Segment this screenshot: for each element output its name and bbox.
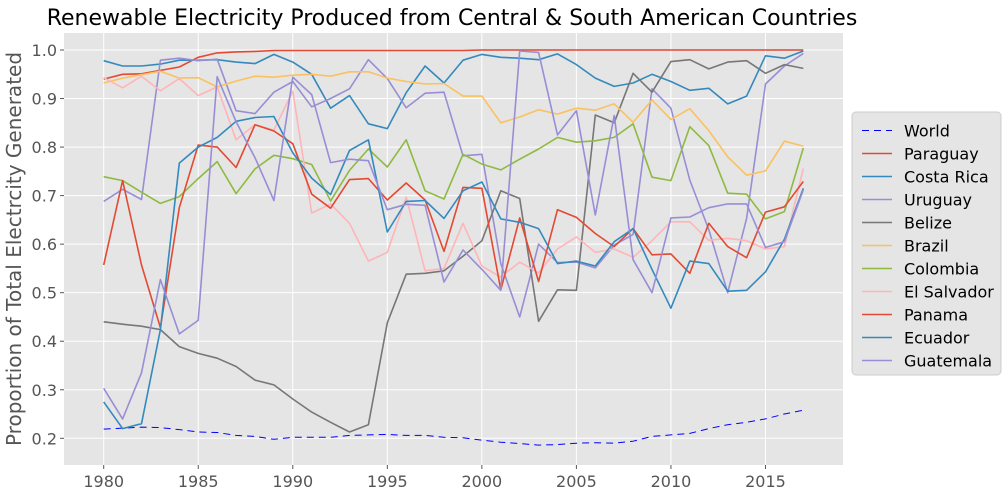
y-tick-label: 0.5 [32, 284, 57, 303]
series-line-ecuador [103, 115, 805, 430]
y-tick-label: 0.2 [32, 429, 57, 448]
series-lines [102, 49, 805, 446]
y-tick-label: 0.8 [32, 138, 57, 157]
legend-label-belize: Belize [904, 214, 952, 233]
x-tick-label: 1980 [83, 472, 124, 491]
legend-label-uruguay: Uruguay [904, 191, 972, 210]
legend-label-ecuador: Ecuador [904, 329, 970, 348]
y-tick-label: 0.6 [32, 235, 57, 254]
x-tick-label: 1995 [367, 472, 408, 491]
legend-label-colombia: Colombia [904, 260, 979, 279]
series-line-costa-rica [103, 50, 804, 130]
y-tick-label: 0.3 [32, 381, 57, 400]
legend: World Paraguay Costa Rica Uruguay Belize Braz… [851, 111, 1002, 376]
y-tick-label: 0.9 [32, 90, 57, 109]
plot-area [64, 33, 843, 465]
y-tick-label: 1.0 [32, 41, 57, 60]
legend-label-el-salvador: El Salvador [904, 283, 994, 302]
legend-label-paraguay: Paraguay [904, 145, 979, 164]
y-axis-label: Proportion of Total Electrcity Generated [2, 52, 26, 446]
legend-box [851, 111, 1002, 376]
legend-label-guatemala: Guatemala [904, 352, 992, 371]
series-line-colombia [103, 123, 805, 220]
y-tick-label: 0.7 [32, 187, 57, 206]
y-tick-label: 0.4 [32, 332, 57, 351]
chart-title: Renewable Electricity Produced from Cent… [47, 6, 858, 31]
series-line-guatemala [103, 50, 805, 420]
x-tick-label: 2010 [651, 472, 692, 491]
x-tick-label: 2005 [556, 472, 597, 491]
series-line-world [103, 409, 804, 446]
y-axis-ticks: 0.2 0.3 0.4 0.5 0.6 0.7 0.8 0.9 1.0 [32, 41, 64, 448]
x-tick-label: 1985 [178, 472, 219, 491]
legend-label-world: World [904, 122, 950, 141]
series-line-el-salvador [103, 75, 805, 279]
x-axis-ticks: 1980 1985 1990 1995 2000 2005 2010 2015 [83, 465, 786, 491]
x-tick-label: 2015 [745, 472, 786, 491]
legend-label-panama: Panama [904, 306, 968, 325]
x-tick-label: 2000 [462, 472, 503, 491]
series-line-uruguay [103, 52, 804, 318]
x-tick-label: 1990 [272, 472, 313, 491]
series-line-paraguay [103, 49, 804, 80]
series-line-belize [103, 58, 804, 433]
legend-label-brazil: Brazil [904, 237, 949, 256]
legend-label-costa-rica: Costa Rica [904, 168, 989, 187]
